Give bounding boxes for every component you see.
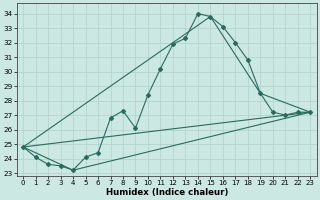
X-axis label: Humidex (Indice chaleur): Humidex (Indice chaleur) — [106, 188, 228, 197]
